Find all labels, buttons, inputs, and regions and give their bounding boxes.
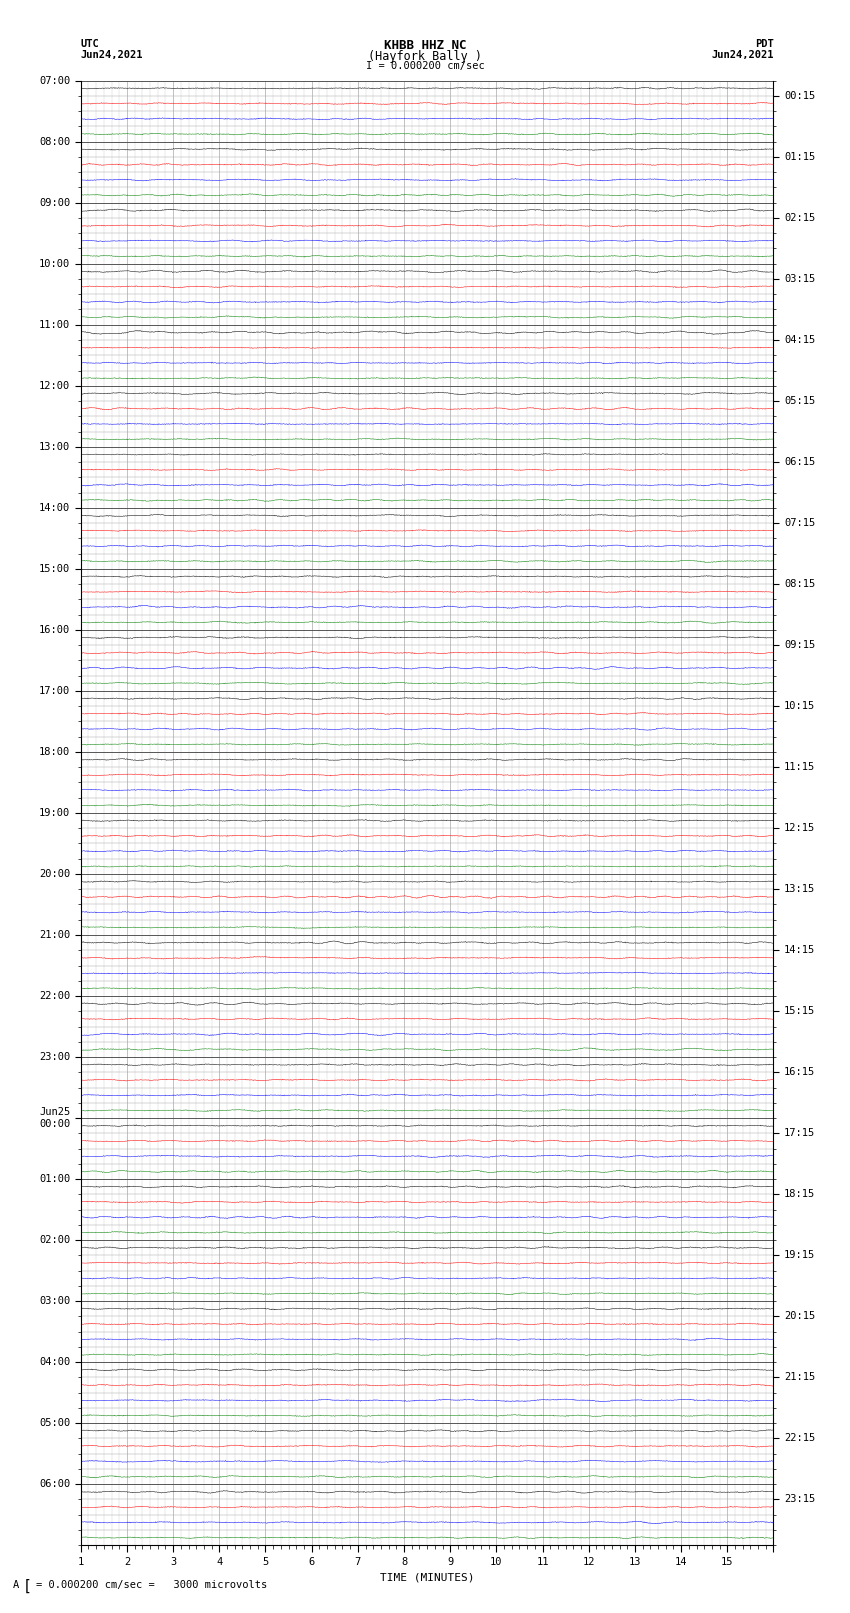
Text: UTC: UTC: [81, 39, 99, 48]
Text: [: [: [23, 1579, 31, 1594]
Text: PDT: PDT: [755, 39, 774, 48]
Text: = 0.000200 cm/sec =   3000 microvolts: = 0.000200 cm/sec = 3000 microvolts: [36, 1581, 267, 1590]
Text: A: A: [13, 1581, 19, 1590]
Text: Jun24,2021: Jun24,2021: [81, 50, 144, 60]
Text: KHBB HHZ NC: KHBB HHZ NC: [383, 39, 467, 52]
Text: Jun24,2021: Jun24,2021: [711, 50, 774, 60]
Text: (Hayfork Bally ): (Hayfork Bally ): [368, 50, 482, 63]
Text: I = 0.000200 cm/sec: I = 0.000200 cm/sec: [366, 61, 484, 71]
X-axis label: TIME (MINUTES): TIME (MINUTES): [380, 1573, 474, 1582]
